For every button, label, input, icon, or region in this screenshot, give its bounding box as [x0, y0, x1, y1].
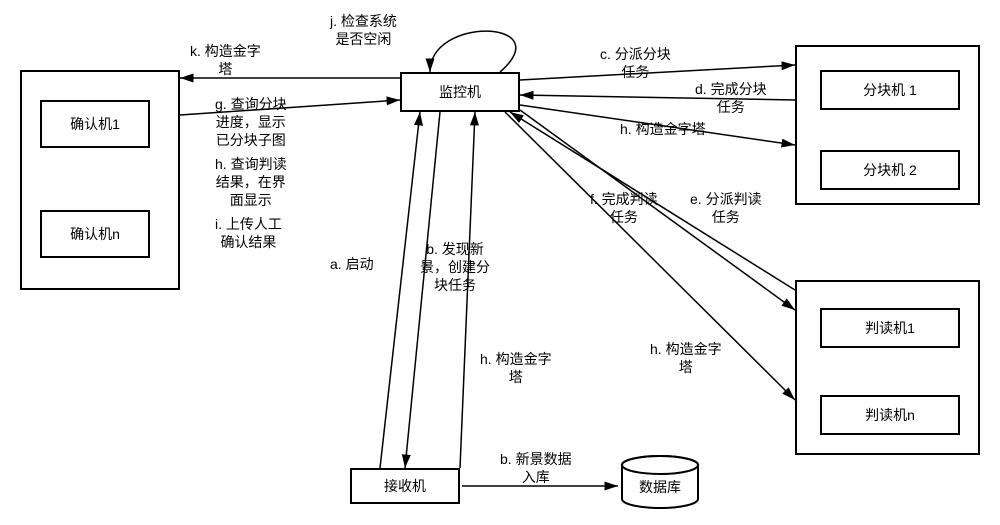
- inter1-node: 判读机1: [820, 308, 960, 348]
- receiver-label: 接收机: [384, 476, 426, 496]
- block1-label: 分块机 1: [863, 80, 917, 100]
- monitor-node: 监控机: [400, 72, 520, 112]
- label-k: k. 构造金字 塔: [190, 42, 261, 78]
- label-a: a. 启动: [330, 255, 374, 273]
- label-c: c. 分派分块 任务: [600, 45, 671, 81]
- confirm1-label: 确认机1: [70, 114, 120, 134]
- confirm1-node: 确认机1: [40, 100, 150, 148]
- block2-node: 分块机 2: [820, 150, 960, 190]
- label-i: i. 上传人工 确认结果: [215, 215, 282, 251]
- label-h: h. 查询判读 结果，在界 面显示: [215, 155, 287, 210]
- label-g: g. 查询分块 进度，显示 已分块子图: [215, 95, 287, 150]
- database-node: 数据库: [620, 455, 700, 510]
- database-label: 数据库: [620, 477, 700, 497]
- label-d: d. 完成分块 任务: [695, 80, 767, 116]
- label-h4: h. 构造金字 塔: [650, 340, 722, 376]
- receiver-node: 接收机: [350, 468, 460, 504]
- interN-node: 判读机n: [820, 395, 960, 435]
- interN-label: 判读机n: [865, 405, 915, 425]
- inter1-label: 判读机1: [865, 318, 915, 338]
- confirmN-label: 确认机n: [70, 224, 120, 244]
- label-f: f. 完成判读 任务: [590, 190, 658, 226]
- confirmN-node: 确认机n: [40, 210, 150, 258]
- label-h3: h. 构造金字 塔: [480, 350, 552, 386]
- block2-label: 分块机 2: [863, 160, 917, 180]
- label-e: e. 分派判读 任务: [690, 190, 762, 226]
- block1-node: 分块机 1: [820, 70, 960, 110]
- label-j: j. 检查系统 是否空闲: [330, 12, 397, 48]
- label-h2: h. 构造金字塔: [620, 120, 706, 138]
- label-b2: b. 新景数据 入库: [500, 450, 572, 486]
- label-b1: b. 发现新 景，创建分 块任务: [420, 240, 490, 295]
- monitor-label: 监控机: [439, 82, 481, 102]
